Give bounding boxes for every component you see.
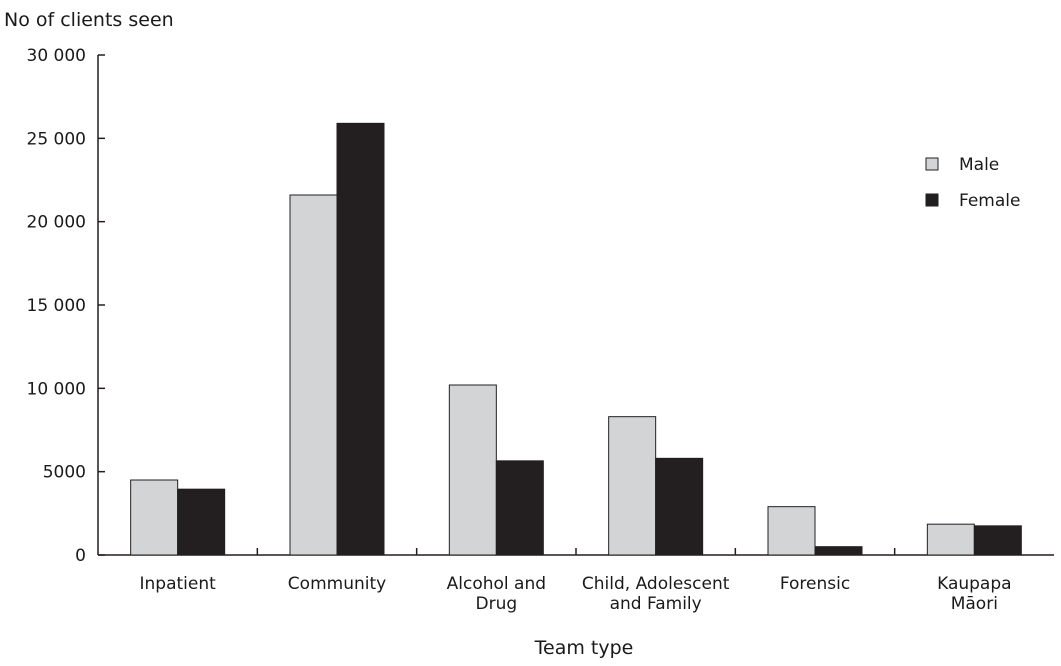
bar-male: [767, 506, 816, 556]
category-label: Child, Adolescent: [582, 574, 730, 594]
bar-male: [130, 479, 179, 556]
category-label: Inpatient: [140, 574, 217, 594]
category-label: Drug: [476, 594, 518, 614]
legend-label-male: Male: [959, 155, 999, 175]
category-label: Alcohol and: [447, 574, 546, 594]
bar-male: [608, 416, 657, 556]
bar-female: [177, 488, 226, 556]
y-tick-label: 5000: [43, 463, 86, 483]
y-tick-label: 20 000: [27, 213, 86, 233]
x-axis-title: Team type: [534, 637, 634, 659]
x-axis-ticks: [256, 548, 896, 555]
category-label: and Family: [610, 594, 702, 614]
category-label: Kaupapa: [937, 574, 1011, 594]
bar-female: [973, 525, 1022, 556]
bar-female: [814, 546, 863, 556]
bar-male: [448, 384, 497, 556]
category-label: Forensic: [780, 574, 850, 594]
category-label: Māori: [951, 594, 998, 614]
y-tick-label: 10 000: [27, 379, 86, 399]
legend-swatch-male: [925, 157, 939, 171]
category-label: Community: [288, 574, 386, 594]
y-tick-label: 0: [75, 546, 86, 566]
legend-label-female: Female: [959, 191, 1020, 211]
bar-male: [926, 523, 975, 556]
legend-swatch-female: [925, 193, 939, 207]
bars: [130, 122, 1022, 556]
bar-male: [289, 194, 338, 556]
y-tick-label: 30 000: [27, 46, 86, 66]
bar-female: [336, 122, 385, 556]
bar-female: [655, 457, 704, 556]
y-axis-ticks: 0 5000 10 000 15 000 20 000 25 000 30 000: [27, 46, 105, 566]
y-tick-label: 15 000: [27, 296, 86, 316]
legend: Male Female: [925, 155, 1020, 211]
y-axis-title: No of clients seen: [4, 9, 174, 31]
y-tick-label: 25 000: [27, 129, 86, 149]
bar-female: [495, 460, 544, 556]
